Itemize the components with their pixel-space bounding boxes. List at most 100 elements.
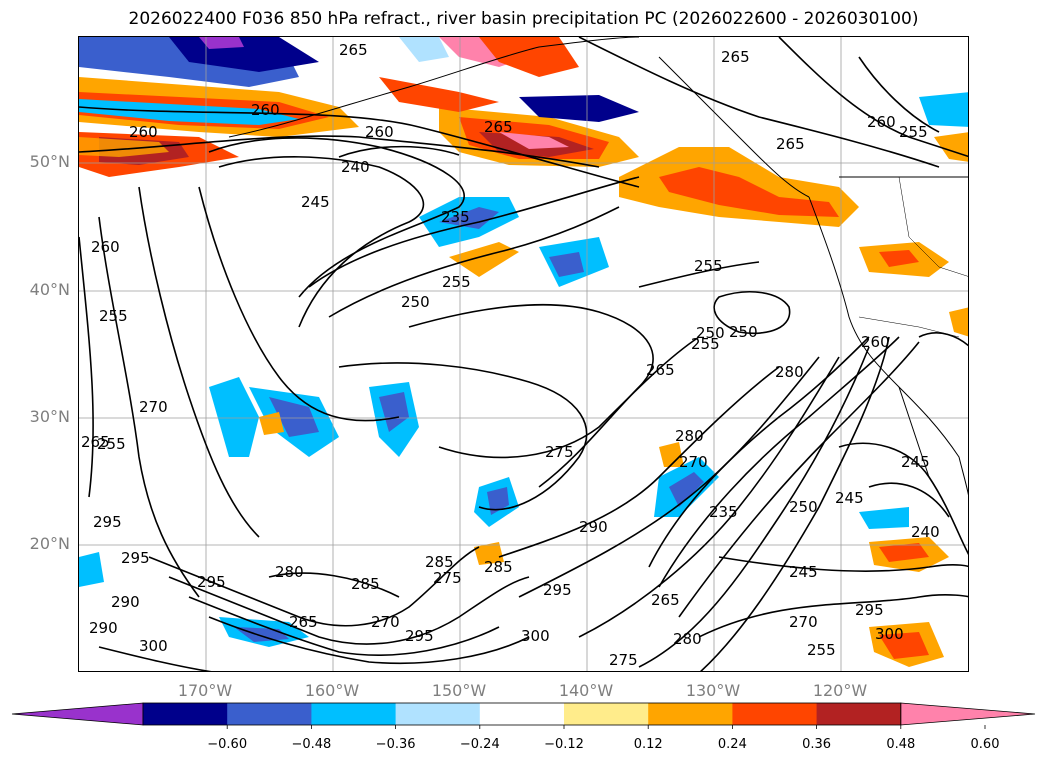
- contour-label: 275: [433, 569, 462, 587]
- contour-label: 290: [579, 518, 608, 536]
- contour-label: 255: [99, 307, 128, 325]
- contour-label: 295: [93, 513, 122, 531]
- contour-label: 290: [111, 593, 140, 611]
- lon-label-160w: 160°W: [304, 681, 360, 700]
- contour-label: 255: [807, 641, 836, 659]
- contour-label: 295: [855, 601, 884, 619]
- contour-label: 245: [789, 563, 818, 581]
- colorbar-swatch: [648, 703, 733, 725]
- contour-label: 240: [341, 158, 370, 176]
- contour-label: 250: [401, 293, 430, 311]
- contour-label: 255: [694, 257, 723, 275]
- contour-label: 300: [139, 637, 168, 655]
- colorbar-tick-label: −0.24: [459, 737, 500, 752]
- contour-label: 295: [121, 549, 150, 567]
- contour-label: 245: [835, 489, 864, 507]
- lon-label-150w: 150°W: [431, 681, 487, 700]
- contour-label: 245: [301, 193, 330, 211]
- colorbar-outline: [142, 702, 902, 726]
- contour-label: 250: [729, 323, 758, 341]
- colorbar-tick-label: −0.36: [375, 737, 416, 752]
- contour-label: 255: [899, 123, 928, 141]
- lon-label-130w: 130°W: [685, 681, 741, 700]
- lat-label-30n: 30°N: [29, 407, 70, 426]
- colorbar-tick-label: 0.12: [633, 737, 663, 752]
- contour-label: 295: [543, 581, 572, 599]
- lat-label-50n: 50°N: [29, 152, 70, 171]
- contour-label: 260: [365, 123, 394, 141]
- contour-label: 255: [442, 273, 471, 291]
- colorbar-swatches: [11, 702, 1036, 729]
- contour-label: 290: [89, 619, 118, 637]
- colorbar-swatch: [479, 703, 565, 725]
- colorbar-tick-label: 0.48: [886, 737, 916, 752]
- colorbar-tick-label: −0.60: [207, 737, 248, 752]
- contour-label: 265: [721, 48, 750, 66]
- contour-label: 265: [339, 41, 368, 59]
- lat-label-40n: 40°N: [29, 280, 70, 299]
- contour-label: 280: [673, 630, 702, 648]
- colorbar-swatch: [143, 703, 228, 725]
- colorbar-tick-label: 0.60: [970, 737, 1000, 752]
- colorbar-tick-label: −0.48: [291, 737, 332, 752]
- contour-label: 250: [789, 498, 818, 516]
- map-panel: 265 265 260 260 260 265 265 260 255 240 …: [78, 36, 969, 672]
- colorbar-swatch: [732, 703, 818, 725]
- contour-label: 300: [521, 627, 550, 645]
- contour-label: 240: [911, 523, 940, 541]
- contour-label: 280: [775, 363, 804, 381]
- colorbar-swatch: [395, 703, 481, 725]
- contour-label: 280: [675, 427, 704, 445]
- chart-title: 2026022400 F036 850 hPa refract., river …: [128, 9, 919, 29]
- map-canvas: 265 265 260 260 260 265 265 260 255 240 …: [79, 37, 968, 671]
- colorbar-swatch: [816, 703, 902, 725]
- colorbar-swatch: [311, 703, 397, 725]
- contour-label: 235: [709, 503, 738, 521]
- refractivity-contours: [79, 37, 968, 671]
- contour-label: 270: [789, 613, 818, 631]
- lon-label-140w: 140°W: [558, 681, 614, 700]
- contour-label: 300: [875, 625, 904, 643]
- contour-label: 260: [861, 333, 890, 351]
- contour-label: 265: [776, 135, 805, 153]
- contour-label: 250: [696, 324, 725, 342]
- colorbar-tick-label: 0.36: [802, 737, 832, 752]
- contour-label: 265: [484, 118, 513, 136]
- contour-label: 265: [81, 433, 110, 451]
- colorbar-tick-label: −0.12: [544, 737, 584, 752]
- contour-label-group: 265 265 260 260 260 265 265 260 255 240 …: [81, 41, 940, 669]
- lon-label-120w: 120°W: [812, 681, 868, 700]
- contour-label: 285: [425, 553, 454, 571]
- contour-label: 235: [441, 208, 470, 226]
- colorbar-extend-max: [900, 702, 1036, 726]
- contour-label: 270: [679, 453, 708, 471]
- colorbar-extend-min: [11, 702, 144, 726]
- contour-label: 270: [371, 613, 400, 631]
- political-borders: [858, 176, 968, 338]
- contour-label: 270: [139, 398, 168, 416]
- colorbar-swatch: [227, 703, 312, 725]
- contour-label: 255: [691, 335, 720, 353]
- lon-label-170w: 170°W: [177, 681, 233, 700]
- contour-label: 260: [129, 123, 158, 141]
- contour-label: 255: [97, 435, 126, 453]
- shaded-anomalies: [79, 37, 968, 667]
- contour-label: 275: [545, 443, 574, 461]
- contour-label: 295: [405, 627, 434, 645]
- contour-label: 265: [651, 591, 680, 609]
- contour-label: 265: [646, 361, 675, 379]
- contour-label: 295: [197, 573, 226, 591]
- contour-label: 245: [901, 453, 930, 471]
- contour-label: 260: [251, 101, 280, 119]
- contour-label: 260: [91, 238, 120, 256]
- contour-label: 260: [867, 113, 896, 131]
- contour-label: 285: [351, 575, 380, 593]
- colorbar-swatch: [564, 703, 649, 725]
- contour-label: 275: [609, 651, 638, 669]
- coastlines: [228, 37, 968, 496]
- contour-label: 280: [275, 563, 304, 581]
- contour-label: 285: [484, 558, 513, 576]
- colorbar-tick-label: 0.24: [717, 737, 747, 752]
- contour-label: 265: [289, 613, 318, 631]
- lat-label-20n: 20°N: [29, 534, 70, 553]
